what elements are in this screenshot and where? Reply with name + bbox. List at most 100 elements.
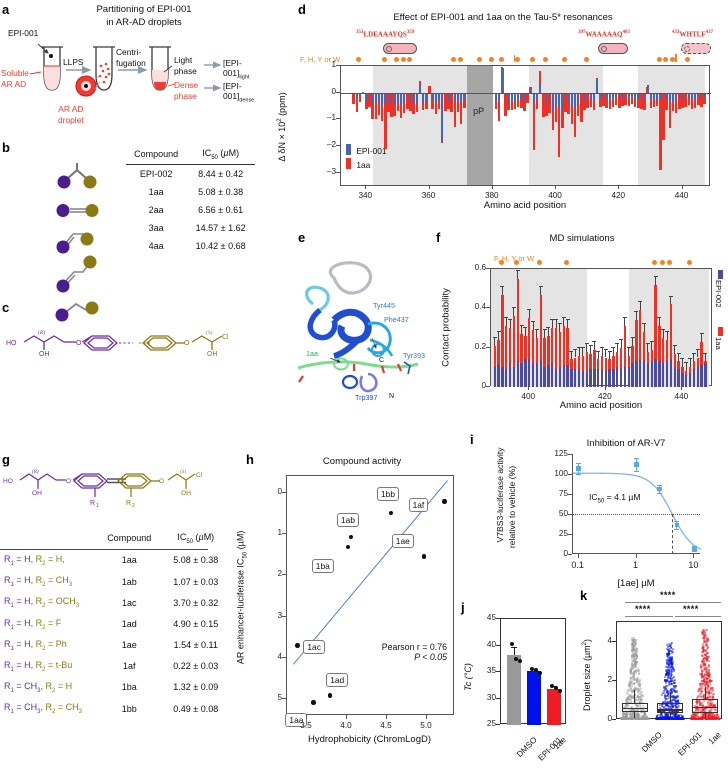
data-point bbox=[709, 710, 712, 713]
data-point bbox=[713, 709, 716, 712]
data-point bbox=[709, 708, 712, 712]
bar bbox=[365, 92, 368, 110]
bar-1aa bbox=[566, 328, 569, 387]
y-tick bbox=[568, 534, 572, 535]
x-tick-label: 0.1 bbox=[571, 560, 584, 570]
data-point bbox=[672, 680, 675, 683]
data-point bbox=[632, 666, 635, 669]
data-point bbox=[632, 646, 635, 649]
data-point bbox=[699, 701, 702, 705]
data-point bbox=[675, 690, 678, 693]
data-point bbox=[670, 649, 673, 652]
data-point bbox=[630, 667, 633, 670]
data-point bbox=[674, 689, 677, 693]
data-point bbox=[348, 534, 354, 540]
label-soluble-ar-ad: Soluble AR AD bbox=[1, 68, 29, 89]
data-point bbox=[634, 668, 637, 671]
error-cap bbox=[695, 348, 700, 350]
data-point bbox=[673, 698, 676, 701]
sig-stars-1: **** bbox=[660, 590, 676, 600]
bar bbox=[425, 92, 428, 101]
cell-ic50: 1.32 ± 0.09 bbox=[173, 682, 219, 693]
data-point bbox=[669, 707, 672, 710]
table-row: R1 = H, R2 = Ph 1ae 1.54 ± 0.11 bbox=[0, 634, 232, 655]
error-cap bbox=[496, 330, 501, 332]
bar-epi002 bbox=[596, 369, 600, 387]
bar bbox=[618, 92, 621, 109]
data-point bbox=[659, 713, 662, 716]
table-row: 1aa 5.08 ± 0.38 bbox=[126, 183, 255, 201]
cell-ic50: 1.07 ± 0.03 bbox=[173, 576, 219, 587]
error-bar bbox=[628, 346, 630, 356]
error-cap bbox=[534, 328, 539, 330]
data-point bbox=[632, 664, 635, 667]
bar-1aa bbox=[535, 337, 539, 387]
x-tick bbox=[555, 185, 557, 189]
data-point bbox=[669, 676, 672, 680]
x-tick-label: 420 bbox=[611, 191, 626, 200]
svg-text:Cl: Cl bbox=[222, 334, 229, 341]
bar bbox=[498, 92, 500, 102]
data-point bbox=[628, 709, 631, 712]
y-tick bbox=[282, 615, 286, 617]
bar bbox=[355, 92, 359, 112]
data-point bbox=[676, 695, 679, 698]
data-point bbox=[702, 664, 705, 668]
data-point bbox=[632, 690, 635, 693]
error-cap bbox=[573, 348, 578, 350]
data-point bbox=[708, 665, 711, 669]
data-point bbox=[707, 710, 710, 713]
data-point bbox=[667, 717, 670, 720]
data-point bbox=[634, 656, 637, 659]
panel-h-xlabel: Hydrophobicity (ChromLogD) bbox=[307, 734, 432, 745]
data-point bbox=[703, 715, 706, 718]
bar bbox=[387, 92, 390, 104]
error-bar bbox=[555, 319, 557, 328]
y-tick-label: 35 bbox=[486, 666, 496, 675]
error-bar bbox=[540, 285, 542, 295]
data-point bbox=[664, 697, 667, 700]
panel-i-ic50-annotation: IC50 = 4.1 µM bbox=[589, 492, 641, 505]
data-point bbox=[705, 629, 708, 632]
error-cap bbox=[523, 327, 528, 329]
data-point bbox=[703, 664, 706, 667]
bar bbox=[615, 92, 617, 98]
data-point bbox=[703, 653, 706, 657]
y-tick-label: –2 bbox=[326, 140, 336, 149]
data-point bbox=[703, 629, 706, 632]
bar bbox=[519, 92, 523, 108]
x-tick-label: 1 bbox=[632, 560, 638, 570]
bar-1aa bbox=[493, 345, 496, 387]
bar-epi002 bbox=[593, 369, 596, 387]
data-point bbox=[666, 645, 670, 649]
y-tick bbox=[282, 657, 286, 659]
cell-ic50: 6.56 ± 0.61 bbox=[198, 204, 244, 215]
error-bar bbox=[578, 462, 580, 474]
table-row: 2aa 6.56 ± 0.61 bbox=[126, 201, 255, 219]
cell-ic50: 4.90 ± 0.15 bbox=[173, 618, 219, 629]
data-point bbox=[677, 715, 680, 718]
data-point bbox=[663, 695, 666, 698]
bar bbox=[441, 92, 443, 142]
helix-2 bbox=[598, 43, 628, 54]
data-point bbox=[701, 671, 704, 674]
error-bar bbox=[570, 350, 572, 360]
y-tick bbox=[336, 145, 340, 146]
bar bbox=[450, 92, 453, 113]
bar bbox=[416, 92, 418, 103]
data-point bbox=[667, 661, 670, 664]
data-point bbox=[670, 666, 673, 669]
bar bbox=[523, 92, 526, 111]
bar-DMSO bbox=[507, 655, 521, 725]
error-bar bbox=[547, 327, 549, 336]
data-point bbox=[634, 658, 637, 661]
cell-ic50: 5.08 ± 0.38 bbox=[198, 186, 244, 197]
error-bar bbox=[509, 319, 511, 328]
bar-epi002 bbox=[581, 371, 585, 387]
data-point bbox=[629, 696, 632, 699]
data-point bbox=[667, 683, 670, 687]
error-bar bbox=[624, 317, 626, 327]
bar bbox=[526, 92, 529, 104]
data-point bbox=[699, 708, 703, 711]
y-tick-label: 0 bbox=[607, 714, 612, 723]
